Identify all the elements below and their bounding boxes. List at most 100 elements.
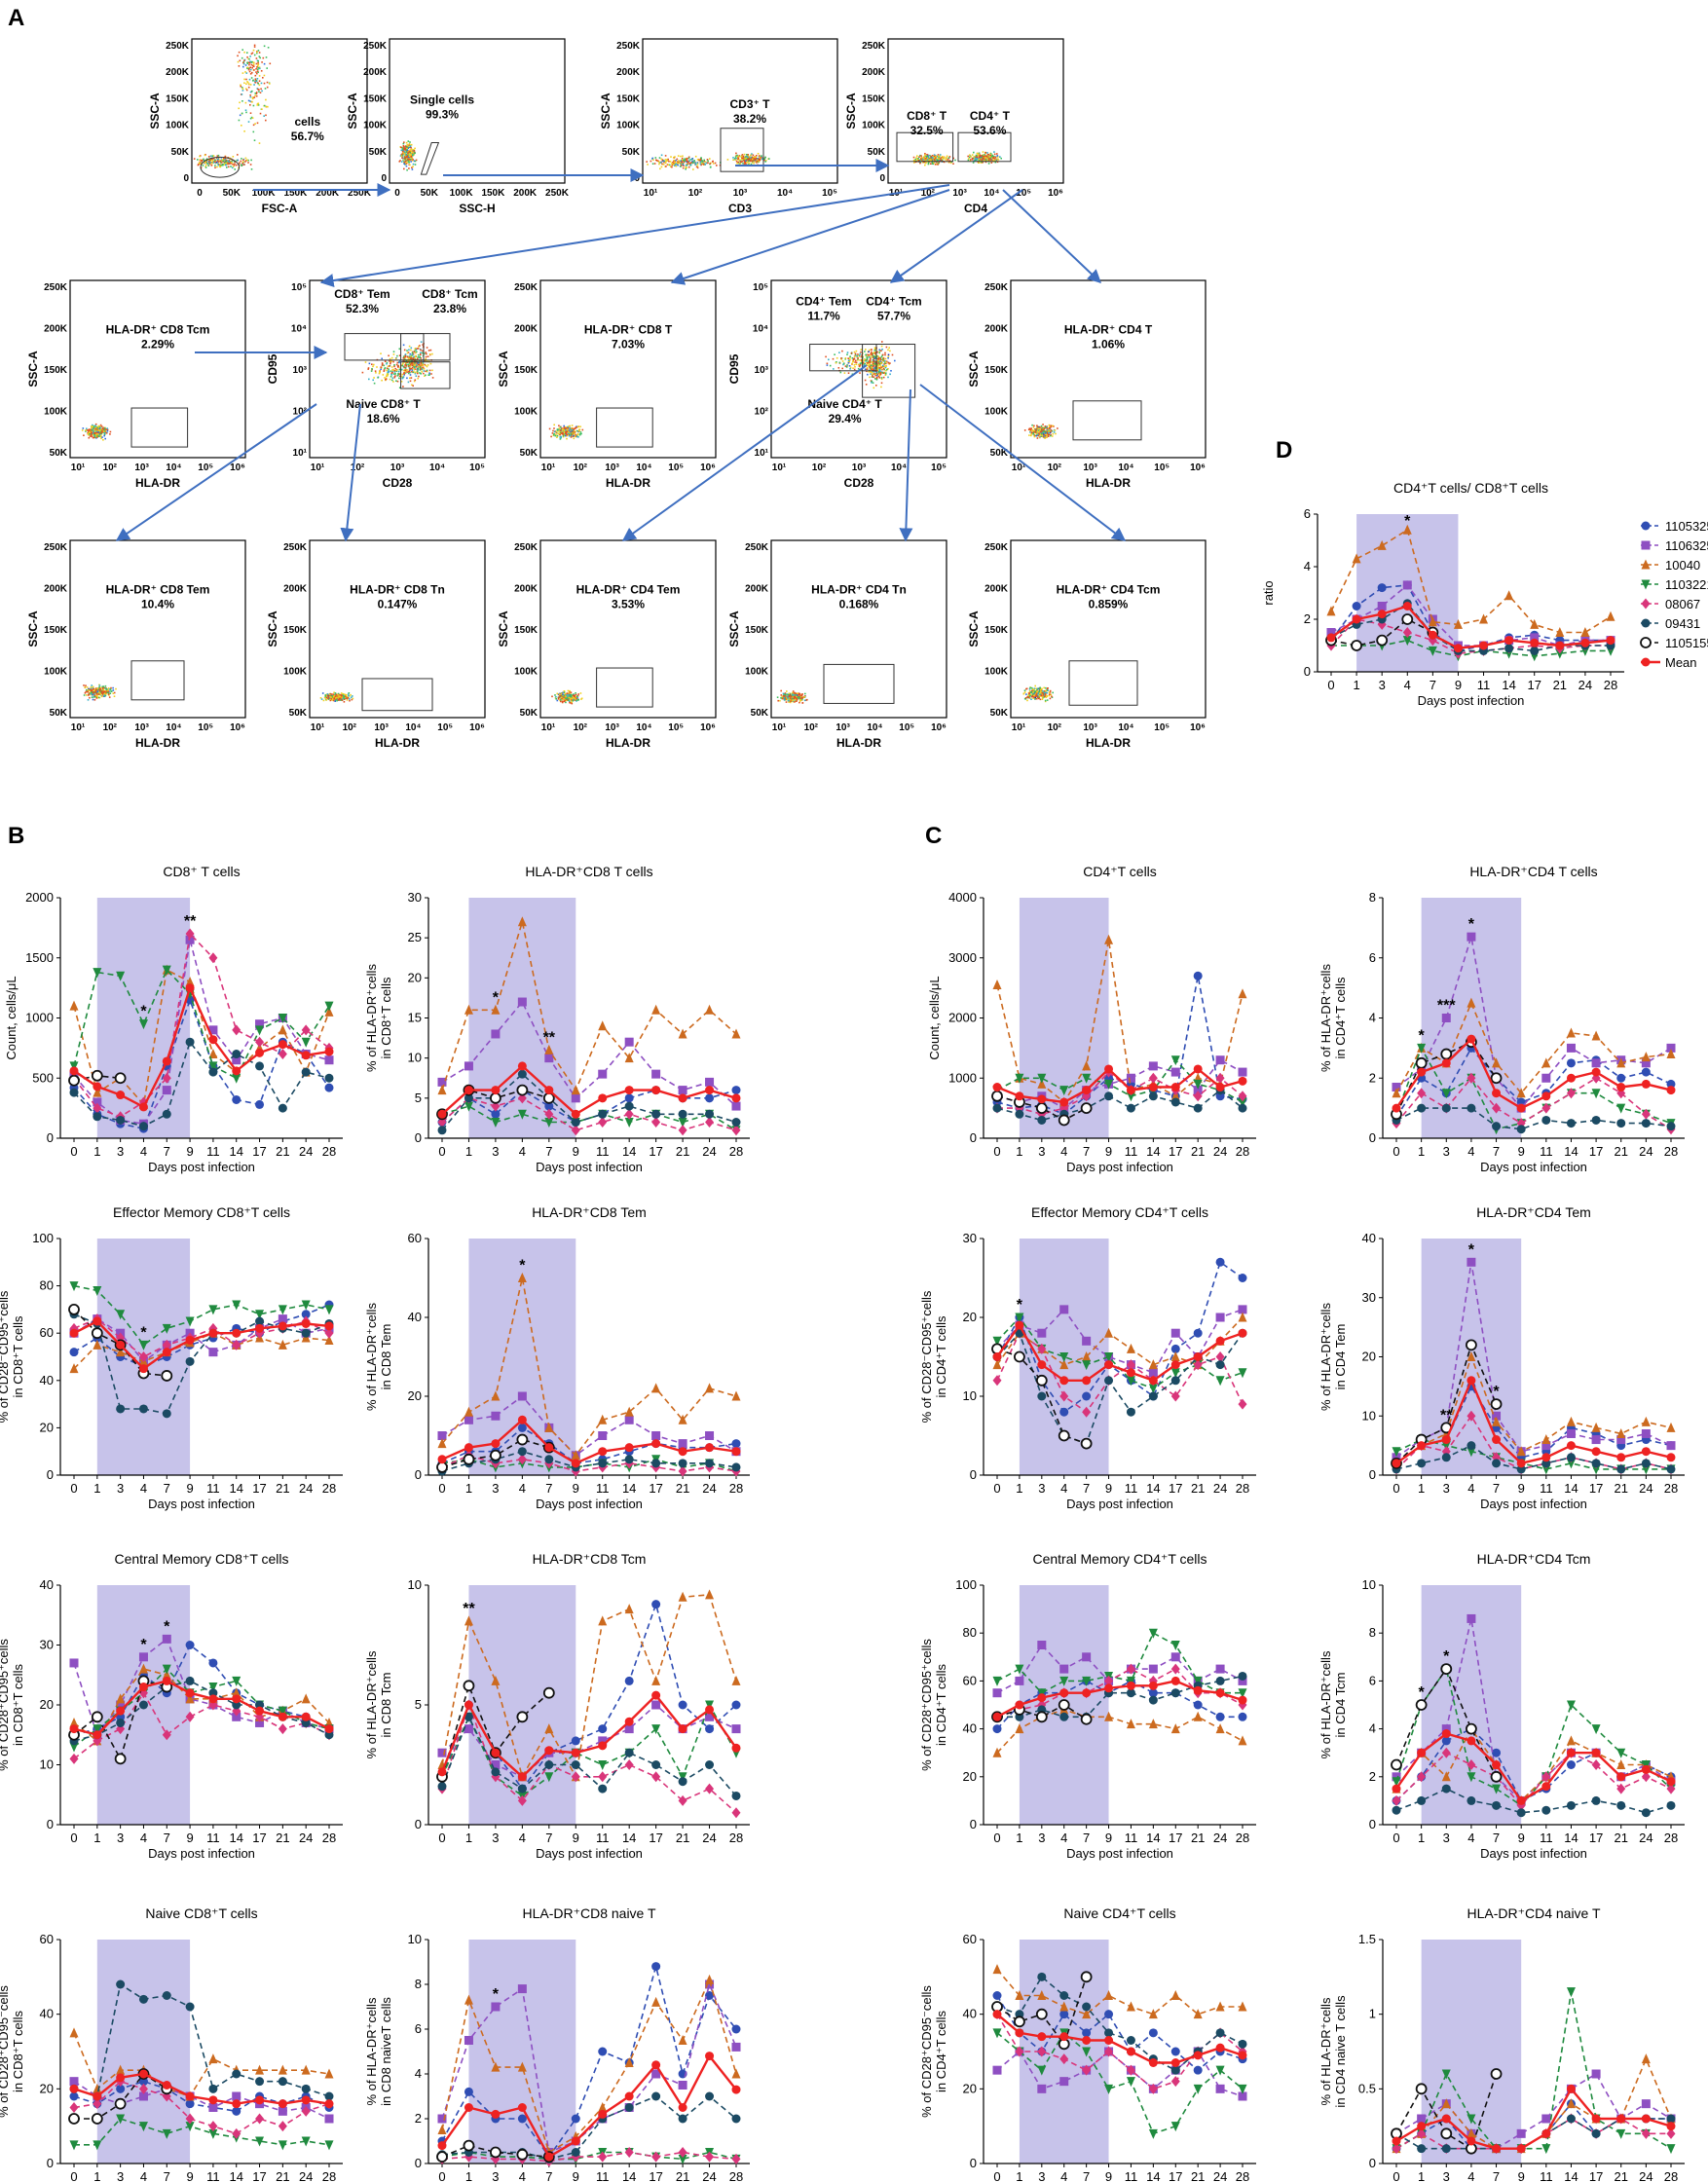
event-dot: [556, 434, 559, 437]
event-dot: [576, 699, 577, 701]
event-dot: [865, 384, 868, 386]
event-dot: [400, 146, 402, 149]
data-point: [138, 1340, 148, 1350]
y-tick-label: 10⁵: [291, 282, 307, 293]
event-dot: [405, 145, 408, 148]
event-dot: [732, 157, 734, 159]
event-dot: [253, 69, 255, 71]
event-dot: [887, 361, 890, 364]
event-dot: [992, 156, 994, 159]
gate: [957, 131, 1012, 163]
event-dot: [402, 146, 405, 148]
event-dot: [865, 354, 868, 357]
event-dot: [417, 356, 420, 358]
gating-arrow: [670, 189, 950, 285]
event-dot: [404, 354, 406, 356]
event-dot: [796, 699, 798, 701]
event-dot: [565, 431, 567, 434]
event-dot: [660, 158, 662, 161]
event-dot: [407, 357, 410, 359]
event-dot: [857, 358, 859, 360]
event-dot: [873, 350, 876, 351]
event-dot: [412, 159, 414, 161]
event-dot: [1046, 427, 1049, 429]
event-dot: [786, 698, 789, 700]
data-point: [208, 1328, 218, 1338]
event-dot: [401, 377, 404, 380]
event-dot: [95, 431, 98, 434]
event-dot: [873, 358, 875, 360]
event-dot: [238, 65, 241, 67]
event-dot: [386, 373, 389, 375]
event-dot: [924, 154, 926, 156]
event-dot: [112, 689, 115, 691]
event-dot: [94, 426, 97, 429]
event-dot: [241, 88, 244, 90]
event-dot: [872, 382, 874, 384]
event-dot: [413, 150, 416, 152]
event-dot: [745, 160, 747, 162]
event-dot: [256, 51, 258, 54]
y-axis-label: SSC-A: [26, 610, 40, 647]
y-tick-label: 10⁵: [753, 282, 768, 293]
event-dot: [1044, 695, 1046, 697]
event-dot: [785, 695, 787, 697]
event-dot: [418, 375, 420, 378]
x-tick-label: 10²: [1048, 462, 1062, 473]
event-dot: [984, 159, 985, 162]
event-dot: [211, 160, 214, 163]
event-dot: [394, 367, 396, 370]
plot-frame: [642, 38, 838, 184]
y-axis-label: SSC-A: [599, 92, 613, 129]
event-dot: [574, 694, 576, 697]
event-dot: [853, 355, 856, 357]
event-dot: [555, 698, 557, 700]
y-tick-label: 100K: [616, 121, 641, 131]
event-dot: [346, 697, 348, 699]
y-tick-label: 200K: [166, 67, 190, 78]
event-dot: [232, 166, 235, 167]
data-point: [516, 1084, 529, 1096]
event-dot: [559, 433, 561, 436]
event-dot: [247, 99, 250, 102]
event-dot: [372, 365, 374, 368]
event-dot: [1043, 696, 1045, 698]
event-dot: [260, 88, 262, 91]
event-dot: [249, 164, 252, 166]
event-dot: [99, 424, 102, 426]
event-dot: [921, 160, 923, 162]
event-dot: [214, 162, 217, 165]
event-dot: [258, 55, 261, 57]
event-dot: [86, 694, 88, 696]
event-dot: [576, 435, 577, 438]
event-dot: [410, 146, 412, 149]
event-dot: [993, 153, 996, 156]
event-dot: [89, 696, 91, 699]
event-dot: [1030, 698, 1032, 700]
series-Mean: [69, 983, 334, 1112]
x-tick-label: 10³: [1083, 462, 1097, 473]
x-tick-label: 10⁵: [931, 462, 947, 473]
data-point: [571, 1109, 580, 1119]
event-dot: [98, 433, 101, 436]
event-dot: [89, 435, 92, 437]
event-dot: [411, 351, 414, 354]
event-dot: [417, 377, 419, 380]
x-axis-label: HLA-DR: [836, 736, 881, 750]
event-dot: [568, 692, 571, 694]
gate-label: 0.168%: [839, 598, 879, 611]
event-dot: [934, 163, 937, 166]
event-dot: [978, 158, 981, 161]
y-tick-label: 100: [32, 1231, 54, 1245]
y-tick-label: 250K: [514, 542, 538, 553]
event-dot: [1047, 431, 1050, 434]
event-dot: [868, 370, 870, 373]
y-tick-label: 40: [40, 1373, 54, 1387]
event-dot: [927, 157, 930, 159]
event-dot: [346, 699, 349, 701]
event-dot: [881, 349, 883, 351]
event-dot: [414, 363, 416, 366]
event-dot: [574, 427, 576, 430]
